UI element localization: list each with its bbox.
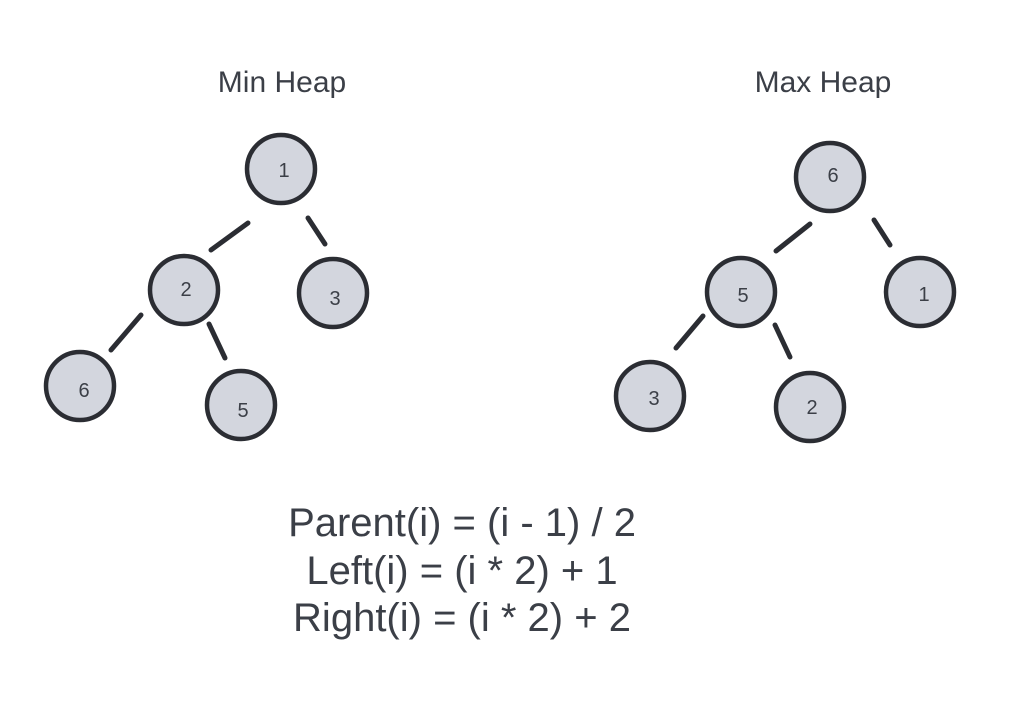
- min-heap-node-left-right: 5: [204, 368, 278, 442]
- node-label: 3: [648, 388, 659, 410]
- node-label: 6: [78, 380, 89, 402]
- node-label: 1: [278, 160, 289, 182]
- max-heap: Max Heap 6 5 1 3 2: [613, 66, 957, 444]
- node-label: 3: [329, 288, 340, 310]
- node-label: 2: [180, 279, 191, 301]
- min-heap-edge-root-right: [305, 215, 328, 247]
- min-heap-edge-root-left: [208, 220, 251, 253]
- node-label: 5: [737, 285, 748, 307]
- min-heap-node-root: 1: [244, 132, 318, 206]
- max-heap-node-root: 6: [793, 140, 867, 214]
- min-heap-edge-left-leftleft: [108, 312, 144, 353]
- max-heap-node-left: 5: [704, 255, 778, 329]
- min-heap-node-left-left: 6: [43, 349, 117, 423]
- max-heap-edge-left-leftleft: [673, 313, 706, 351]
- min-heap-edge-left-leftright: [206, 321, 228, 361]
- node-label: 6: [827, 165, 838, 187]
- index-formulas: Parent(i) = (i - 1) / 2 Left(i) = (i * 2…: [288, 501, 636, 640]
- min-heap-node-left: 2: [147, 253, 221, 327]
- left-formula: Left(i) = (i * 2) + 1: [306, 549, 617, 593]
- min-heap-node-right: 3: [296, 256, 370, 330]
- node-label: 2: [806, 397, 817, 419]
- max-heap-edge-left-leftright: [772, 322, 793, 360]
- right-formula: Right(i) = (i * 2) + 2: [293, 596, 631, 640]
- min-heap: Min Heap 1 2 3 6 5: [43, 66, 370, 442]
- max-heap-title: Max Heap: [755, 66, 892, 99]
- max-heap-node-left-left: 3: [613, 359, 687, 433]
- max-heap-node-right: 1: [883, 255, 957, 329]
- node-label: 5: [237, 400, 248, 422]
- min-heap-title: Min Heap: [218, 66, 346, 99]
- parent-formula: Parent(i) = (i - 1) / 2: [288, 501, 636, 545]
- max-heap-node-left-right: 2: [773, 370, 847, 444]
- max-heap-edge-root-right: [871, 217, 893, 248]
- node-label: 1: [918, 284, 929, 306]
- max-heap-edge-root-left: [773, 221, 813, 254]
